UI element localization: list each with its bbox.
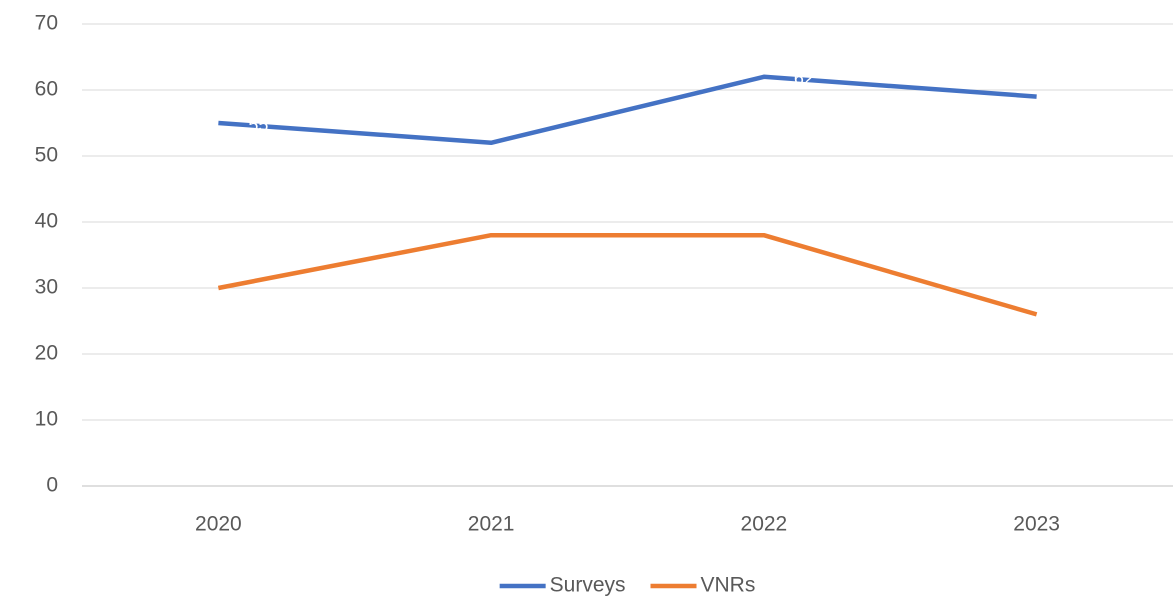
y-tick-label: 0 [46, 474, 58, 497]
data-label: 55 [248, 115, 268, 135]
y-tick-label: 50 [35, 144, 58, 167]
data-label: 52 [521, 135, 541, 155]
y-tick-label: 10 [35, 408, 58, 431]
x-tick-label: 2023 [1013, 513, 1060, 536]
data-label: 59 [1067, 88, 1087, 108]
y-tick-label: 70 [35, 12, 58, 35]
series-line [218, 74, 1037, 146]
y-tick-label: 40 [35, 210, 58, 233]
y-tick-label: 30 [35, 276, 58, 299]
x-tick-label: 2020 [195, 513, 242, 536]
data-label: 62 [794, 69, 814, 89]
x-tick-label: 2022 [741, 513, 788, 536]
series-line [217, 232, 1038, 317]
legend-label: Surveys [550, 574, 626, 597]
x-tick-label: 2021 [468, 513, 515, 536]
legend-label: VNRs [701, 574, 756, 597]
y-tick-label: 20 [35, 342, 58, 365]
y-tick-label: 60 [35, 78, 58, 101]
